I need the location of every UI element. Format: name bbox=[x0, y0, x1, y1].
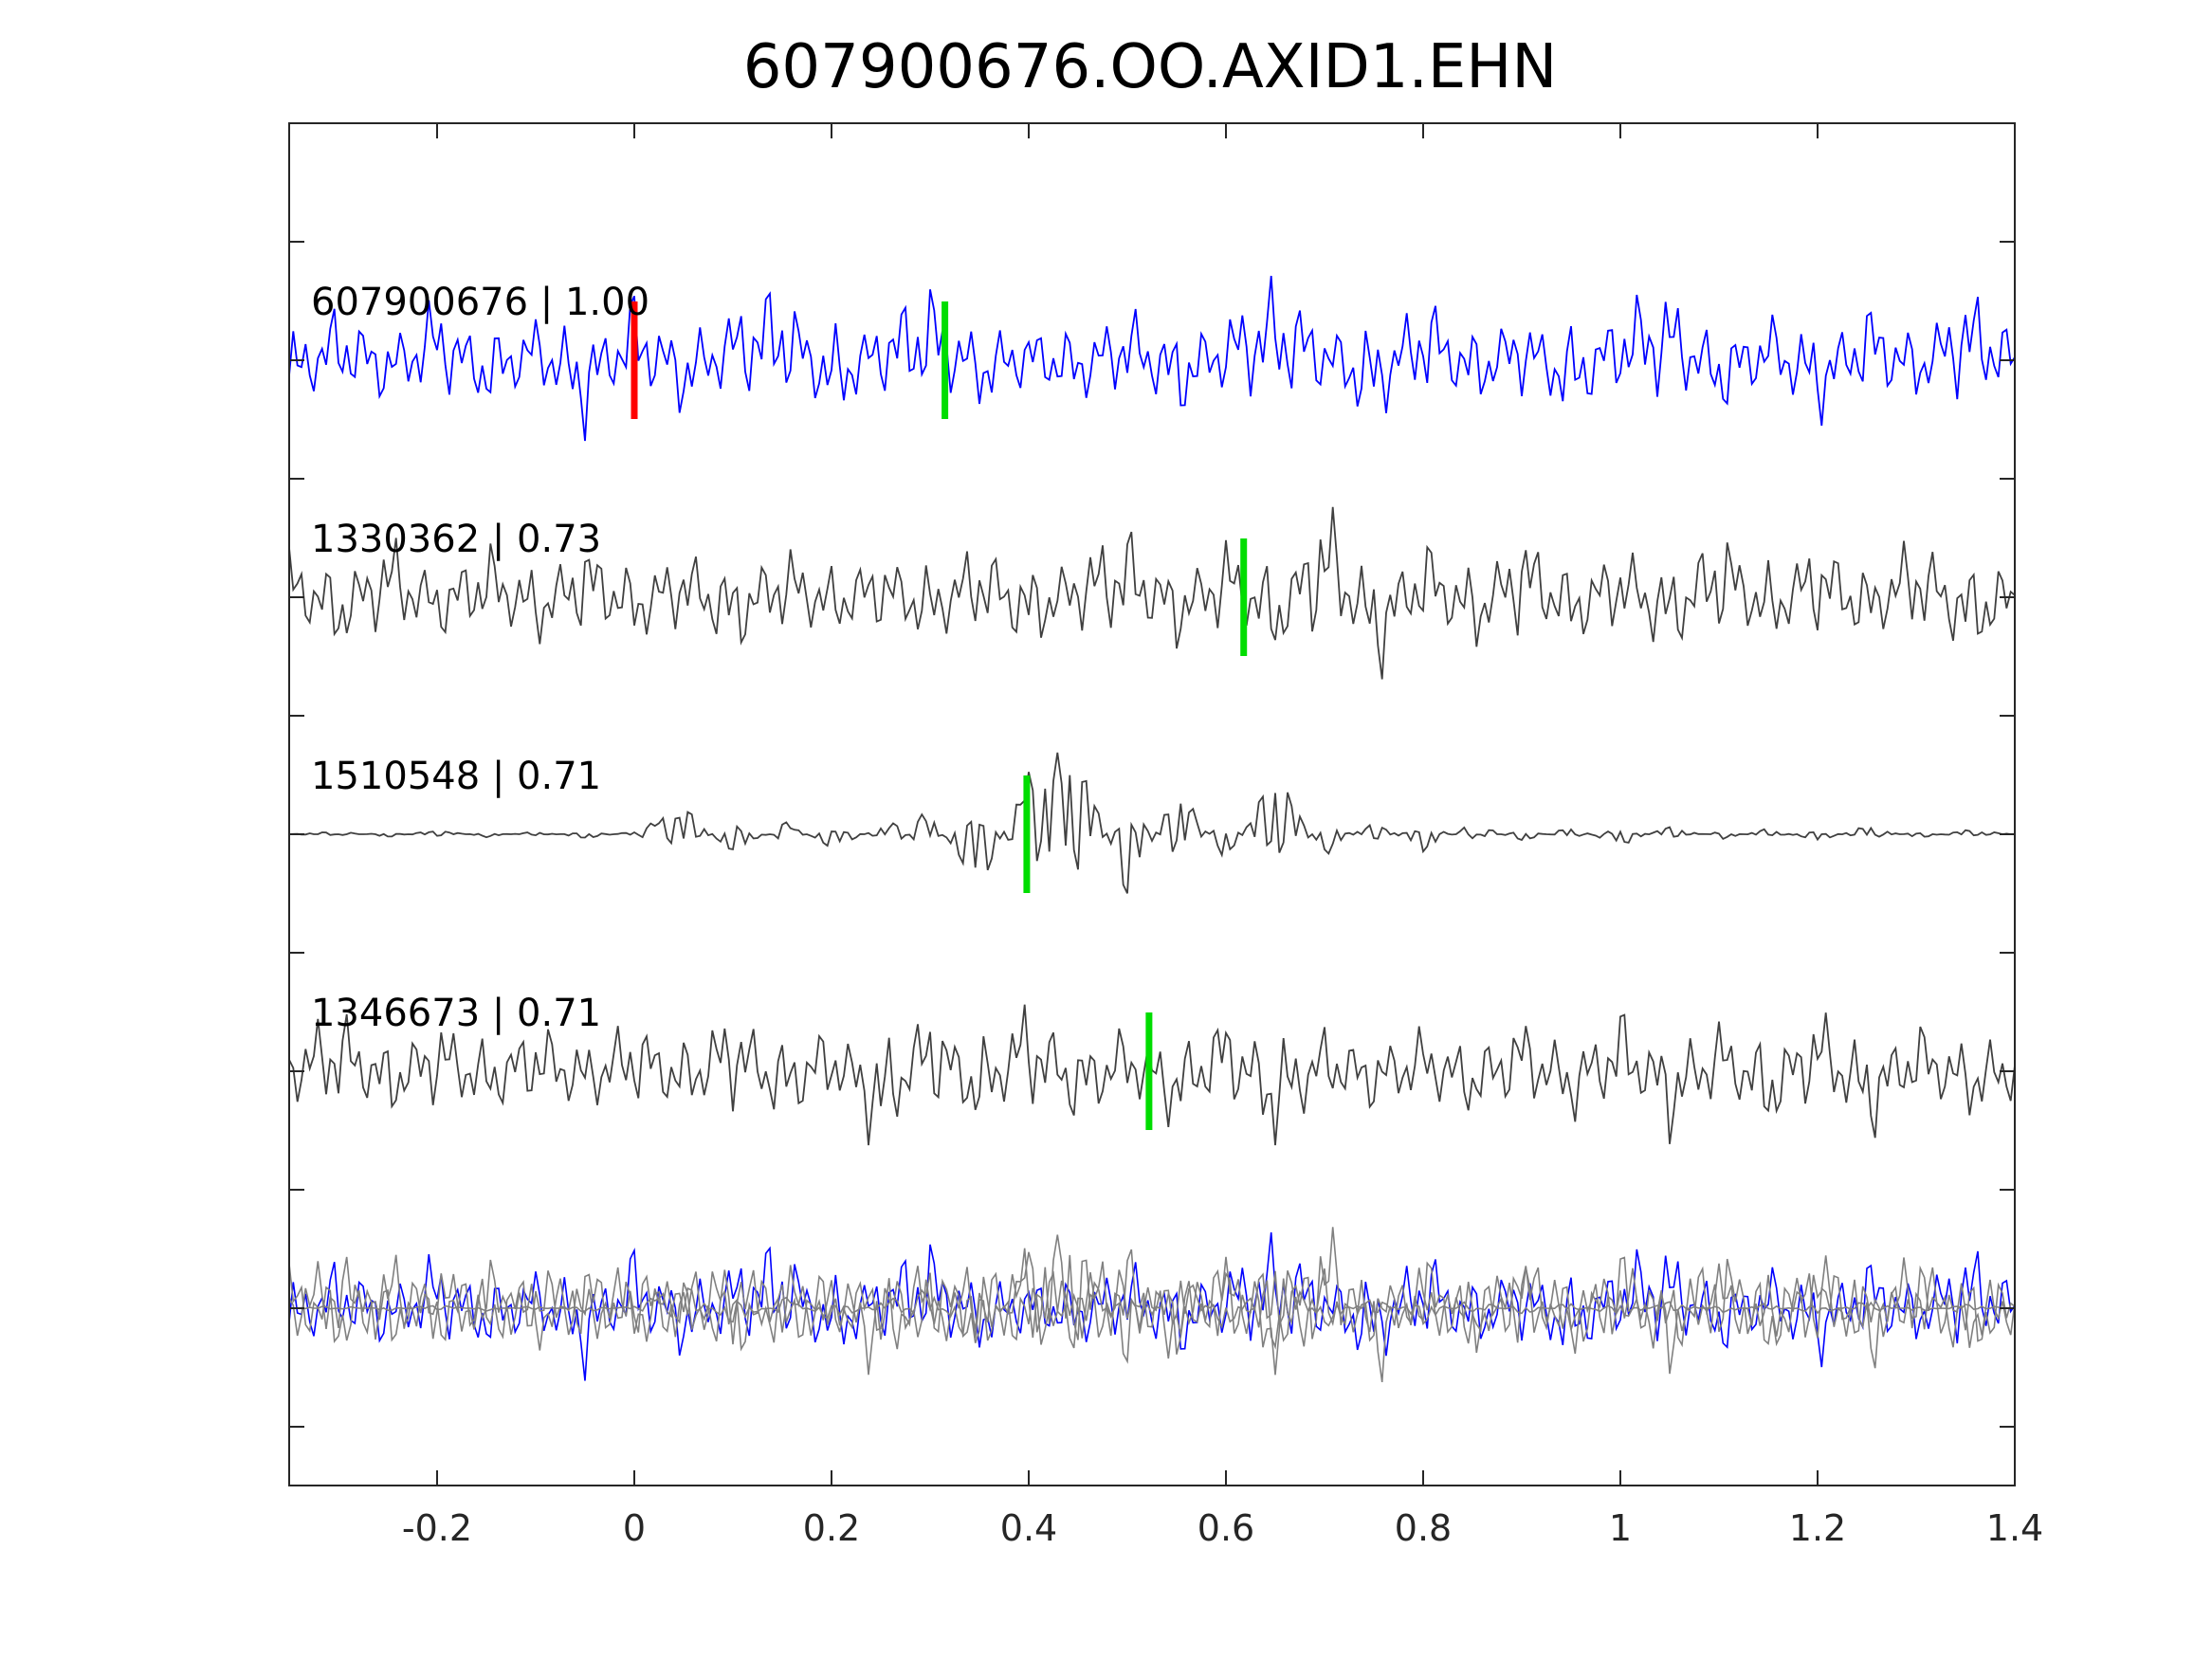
axes-ticks: -0.2 0 0.2 0.4 0.6 0.8 1 1.2 1.4 bbox=[289, 123, 2043, 1549]
x-tick-label: 0.2 bbox=[803, 1507, 860, 1549]
trace-label-1: 607900676 | 1.00 bbox=[311, 281, 649, 324]
x-tick-label: 0.8 bbox=[1395, 1507, 1452, 1549]
x-tick-label: 0.4 bbox=[1000, 1507, 1057, 1549]
trace-label-2: 1330362 | 0.73 bbox=[311, 518, 601, 561]
picks-layer bbox=[631, 301, 1248, 1130]
plot-area-frame bbox=[288, 122, 2016, 1486]
trace-label-3: 1510548 | 0.71 bbox=[311, 755, 601, 798]
overlay-trace-4 bbox=[288, 1248, 2016, 1376]
x-tick-label: -0.2 bbox=[402, 1507, 472, 1549]
overlay-trace-3 bbox=[288, 1234, 2015, 1364]
trace-label-4: 1346673 | 0.71 bbox=[311, 992, 601, 1035]
x-tick-label: 1.2 bbox=[1789, 1507, 1846, 1549]
x-tick-label: 1.4 bbox=[1986, 1507, 2043, 1549]
x-tick-label: 0 bbox=[623, 1507, 646, 1549]
trace-line-1 bbox=[288, 275, 2016, 442]
overlay-trace-2 bbox=[288, 1227, 2016, 1383]
trace-labels: 607900676 | 1.00 1330362 | 0.73 1510548 | … bbox=[311, 281, 649, 1035]
overlay-stack bbox=[288, 1227, 2016, 1383]
trace-line-2 bbox=[288, 506, 2016, 680]
chart-title: 607900676.OO.AXID1.EHN bbox=[743, 32, 1558, 102]
x-tick-label: 1 bbox=[1609, 1507, 1632, 1549]
x-tick-label: 0.6 bbox=[1197, 1507, 1254, 1549]
trace-line-3 bbox=[288, 752, 2015, 894]
